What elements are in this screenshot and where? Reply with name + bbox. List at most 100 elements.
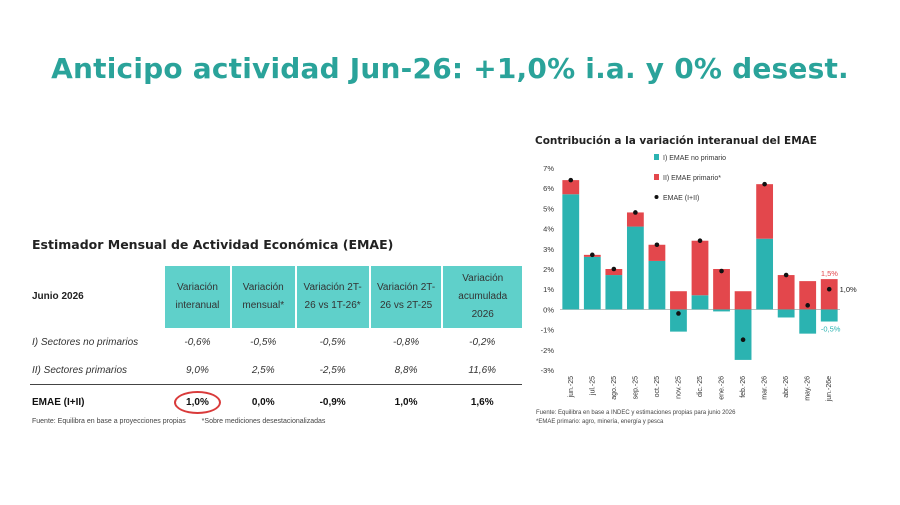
bar-primario — [799, 281, 817, 310]
table-cell: -0,8% — [393, 336, 420, 348]
column-header: Variación 2T-26 vs 1T-26* — [294, 266, 370, 328]
bar-no-primario — [820, 309, 838, 322]
table-cell: 11,6% — [468, 364, 497, 376]
bar-primario — [713, 269, 730, 310]
x-tick-label: ene.-26 — [719, 376, 726, 400]
x-tick-label: may.-26 — [805, 376, 812, 401]
table-cell-highlighted: 1,0% — [164, 384, 231, 419]
bar-primario — [756, 184, 774, 239]
page-title: Anticipo actividad Jun-26: +1,0% i.a. y … — [51, 52, 849, 85]
y-tick-label: 4% — [543, 225, 554, 234]
total-point — [697, 238, 703, 244]
highlight-circle: 1,0% — [174, 390, 221, 414]
legend-label: II) EMAE primario* — [663, 175, 721, 182]
table-cell: 8,8% — [394, 364, 418, 376]
x-tick-label: feb.-26 — [740, 376, 747, 398]
total-point — [783, 272, 789, 278]
total-point — [633, 210, 638, 215]
bar-no-primario — [605, 275, 623, 310]
y-tick-label: -3% — [541, 366, 555, 375]
y-tick-label: 1% — [543, 285, 554, 294]
y-tick-label: 0% — [543, 305, 554, 314]
table-cell: 2,5% — [251, 364, 275, 376]
x-tick-label: ago.-25 — [611, 376, 618, 400]
row-label: EMAE (I+II) — [30, 384, 164, 419]
table-cell: -0,5% — [319, 336, 346, 348]
x-tick-label: oct.-25 — [654, 376, 661, 398]
table-source-note: Fuente: Equilibra en base a proyecciones… — [32, 418, 186, 425]
bar-primario — [734, 291, 752, 310]
y-tick-label: 5% — [543, 204, 554, 213]
column-header: Variación acumulada 2026 — [441, 266, 522, 328]
table-cell: 1,6% — [442, 384, 522, 419]
contribution-bar-chart: 7% 6% 5% 4% 3% 2% 1% 0% -1% -2% -3% jun.-25 jul.-25 a… — [541, 154, 857, 402]
table-row-header: Junio 2026 — [30, 266, 164, 328]
bar-no-primario — [691, 295, 709, 310]
x-tick-label: nov.-25 — [675, 376, 682, 399]
bar-primario — [648, 244, 666, 261]
y-tick-label: -2% — [541, 346, 555, 355]
emae-table: Junio 2026 Variación interanual Variació… — [30, 266, 522, 419]
bar-primario — [670, 291, 687, 310]
legend-label: EMAE (I+II) — [663, 195, 699, 202]
chart-definition-note: *EMAE primario: agro, minería, energía y… — [536, 419, 664, 425]
y-tick-label: -1% — [541, 326, 555, 335]
chart-title: Contribución a la variación interanual d… — [535, 135, 817, 147]
table-cell: -0,2% — [469, 336, 496, 348]
table-row: I) Sectores no primarios -0,6% -0,5% -0,… — [30, 328, 522, 356]
bar-no-primario — [626, 226, 644, 310]
legend-dot — [654, 195, 659, 199]
total-point — [676, 311, 681, 316]
bar-no-primario — [777, 309, 795, 318]
table-cell: -0,5% — [250, 336, 277, 348]
x-tick-label: jun.-26e — [826, 376, 833, 402]
table-seasonal-note: *Sobre mediciones desestacionalizadas — [201, 418, 326, 425]
bar-no-primario — [713, 309, 730, 312]
annotation-primario: 1,5% — [821, 269, 838, 278]
table-cell: -0,9% — [295, 384, 370, 419]
x-tick-label: jun.-25 — [568, 376, 575, 399]
x-tick-label: jul.-25 — [589, 376, 596, 396]
table-footnote: Fuente: Equilibra en base a proyecciones… — [32, 418, 339, 425]
total-point — [826, 286, 832, 292]
table-row: II) Sectores primarios 9,0% 2,5% -2,5% 8… — [30, 356, 522, 385]
x-tick-label: dic.-25 — [697, 376, 704, 397]
table-cell: -0,6% — [184, 336, 211, 348]
column-header: Variación interanual — [163, 266, 231, 328]
total-point — [805, 303, 810, 308]
row-label: II) Sectores primarios — [32, 364, 128, 376]
total-point — [719, 268, 724, 274]
chart-footnote: Fuente: Equilibra en base a INDEC y esti… — [536, 409, 735, 427]
table-cell: 1,0% — [369, 384, 443, 419]
x-tick-label: mar.-26 — [762, 376, 769, 400]
y-tick-label: 3% — [543, 245, 554, 254]
y-tick-label: 7% — [543, 164, 554, 173]
y-tick-label: 2% — [543, 265, 554, 274]
total-point — [590, 252, 595, 258]
table-total-row: EMAE (I+II) 1,0% 0,0% -0,9% 1,0% 1,6% — [30, 384, 522, 419]
total-point — [762, 181, 767, 187]
bar-no-primario — [734, 309, 752, 360]
bar-no-primario — [648, 260, 666, 310]
total-point — [654, 242, 660, 248]
y-tick-label: 6% — [543, 184, 554, 193]
table-cell: 9,0% — [186, 364, 209, 376]
chart-source-note: Fuente: Equilibra en base a INDEC y esti… — [536, 410, 736, 416]
legend-swatch — [654, 154, 659, 160]
column-header: Variación 2T-26 vs 2T-25 — [368, 266, 443, 328]
bar-no-primario — [562, 194, 580, 310]
bar-primario — [605, 269, 623, 276]
legend-swatch — [654, 174, 659, 180]
row-label: I) Sectores no primarios — [32, 336, 139, 348]
x-tick-label: abr.-26 — [783, 376, 790, 398]
total-point — [568, 177, 574, 183]
legend-label: I) EMAE no primario — [663, 155, 726, 162]
bar-no-primario — [799, 309, 817, 334]
table-title: Estimador Mensual de Actividad Económica… — [32, 237, 394, 252]
bar-primario — [777, 275, 795, 310]
bar-primario — [562, 180, 580, 195]
table-header-row: Junio 2026 Variación interanual Variació… — [30, 266, 522, 328]
bar-no-primario — [670, 309, 687, 332]
table-cell: 0,0% — [230, 384, 296, 419]
total-point — [740, 337, 746, 342]
